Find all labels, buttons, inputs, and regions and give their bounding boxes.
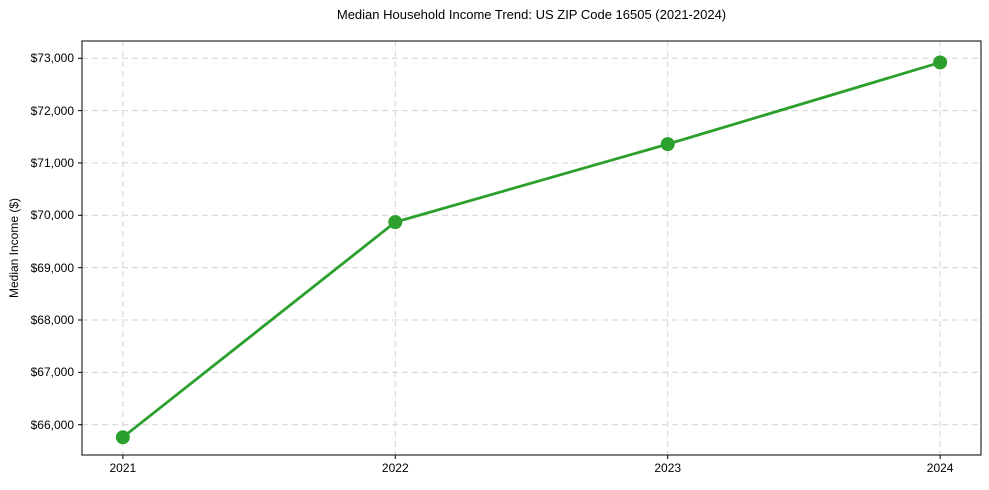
- y-tick-label: $68,000: [30, 313, 74, 327]
- y-tick-label: $73,000: [30, 51, 74, 66]
- x-tick-label: 2022: [381, 461, 409, 475]
- x-tick-label: 2024: [926, 461, 954, 475]
- plot-border: [81, 40, 982, 456]
- y-tick-label: $67,000: [30, 365, 74, 380]
- y-tick-label: $71,000: [30, 155, 74, 170]
- x-tick-label: 2021: [109, 461, 137, 475]
- income-trend-line: [121, 61, 942, 439]
- y-tick-label: $72,000: [30, 103, 74, 118]
- y-tick-label: $66,000: [30, 417, 74, 432]
- x-tick-label: 2023: [654, 461, 682, 475]
- chart-title: Median Household Income Trend: US ZIP Co…: [336, 7, 727, 22]
- data-point-marker: [660, 137, 675, 152]
- y-tick-label: $70,000: [30, 208, 74, 223]
- y-tick-label: $69,000: [30, 260, 74, 275]
- data-point-marker: [388, 215, 403, 230]
- data-point-marker: [115, 430, 130, 445]
- data-point-marker: [933, 55, 948, 70]
